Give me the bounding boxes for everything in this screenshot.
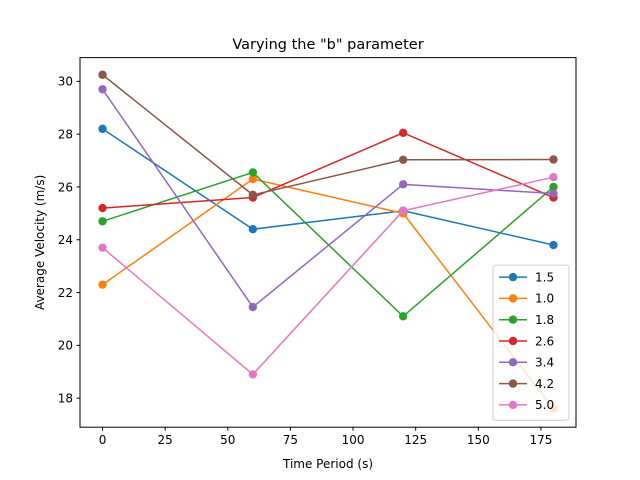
legend-item: 5.0 xyxy=(499,398,554,412)
series-line xyxy=(102,128,554,246)
x-tick-label: 50 xyxy=(220,433,235,447)
legend-marker xyxy=(508,336,518,346)
data-point xyxy=(398,128,408,138)
data-point xyxy=(98,124,107,134)
x-tick-label: 175 xyxy=(529,433,552,447)
legend-marker xyxy=(508,272,518,282)
data-point xyxy=(98,203,107,213)
data-point xyxy=(549,240,558,250)
legend-label: 2.6 xyxy=(535,334,554,348)
data-point xyxy=(98,217,107,226)
x-tick-label: 125 xyxy=(404,433,427,447)
data-point xyxy=(98,243,107,252)
legend-item: 1.0 xyxy=(499,292,554,306)
data-point xyxy=(248,225,258,234)
x-axis-ticks: 0 25 50 75 100 125 150 175 xyxy=(99,427,552,447)
legend-item: 1.8 xyxy=(499,313,554,327)
data-point xyxy=(398,155,408,164)
legend-label: 5.0 xyxy=(535,398,554,412)
legend-marker xyxy=(508,315,518,324)
data-point xyxy=(549,189,558,198)
x-tick-label: 150 xyxy=(467,433,490,447)
legend-marker xyxy=(508,379,518,388)
legend-marker xyxy=(508,358,518,367)
data-point xyxy=(549,155,558,164)
legend-item: 2.6 xyxy=(499,334,554,348)
data-point xyxy=(398,180,408,189)
data-point xyxy=(98,70,107,79)
series-5.0 xyxy=(98,172,558,379)
legend-box xyxy=(492,264,570,421)
legend-marker xyxy=(508,294,518,303)
series-line xyxy=(102,176,554,376)
series-line xyxy=(102,178,555,410)
y-tick-label: 18 xyxy=(58,391,73,405)
legend-label: 1.0 xyxy=(535,292,554,306)
legend-label: 1.5 xyxy=(535,270,554,284)
data-point xyxy=(248,174,258,184)
series-4.2 xyxy=(98,70,558,200)
series-line xyxy=(102,132,554,209)
x-axis-title: Time Period (s) xyxy=(282,457,373,471)
legend-item: 3.4 xyxy=(499,356,554,370)
data-point xyxy=(248,168,258,177)
y-tick-label: 22 xyxy=(58,286,73,300)
legend-item: 1.5 xyxy=(499,270,554,284)
series-line xyxy=(102,74,554,196)
x-tick-label: 25 xyxy=(158,433,173,447)
data-point xyxy=(248,302,258,312)
data-point xyxy=(98,85,107,94)
legend: 1.5 1.0 1.8 2.6 3.4 4.2 5.0 xyxy=(492,264,570,421)
y-axis-ticks: 18 20 22 24 26 28 30 xyxy=(58,75,80,405)
y-tick-label: 24 xyxy=(58,233,73,247)
legend-label: 4.2 xyxy=(535,377,554,391)
y-tick-label: 30 xyxy=(58,75,73,89)
data-point xyxy=(549,172,558,182)
data-point xyxy=(549,182,558,192)
series-line xyxy=(101,88,554,308)
legend-item: 4.2 xyxy=(499,377,554,391)
x-tick-label: 75 xyxy=(283,433,298,447)
series-layer xyxy=(98,70,558,413)
y-tick-label: 20 xyxy=(58,339,73,353)
y-axis-title: Average Velocity (m/s) xyxy=(33,175,47,310)
data-point xyxy=(98,280,107,289)
plot-frame xyxy=(79,57,577,428)
data-point xyxy=(398,312,408,321)
legend-label: 1.8 xyxy=(535,313,554,327)
data-point xyxy=(398,206,408,215)
legend-marker xyxy=(508,400,518,410)
y-tick-label: 26 xyxy=(58,180,73,194)
x-tick-label: 0 xyxy=(99,433,107,447)
y-tick-label: 28 xyxy=(58,127,73,141)
legend-label: 3.4 xyxy=(535,356,554,370)
data-point xyxy=(248,190,258,200)
x-tick-label: 100 xyxy=(342,433,365,447)
data-point xyxy=(248,370,258,379)
series-3.4 xyxy=(98,85,558,312)
chart-title: Varying the "b" parameter xyxy=(232,37,423,53)
